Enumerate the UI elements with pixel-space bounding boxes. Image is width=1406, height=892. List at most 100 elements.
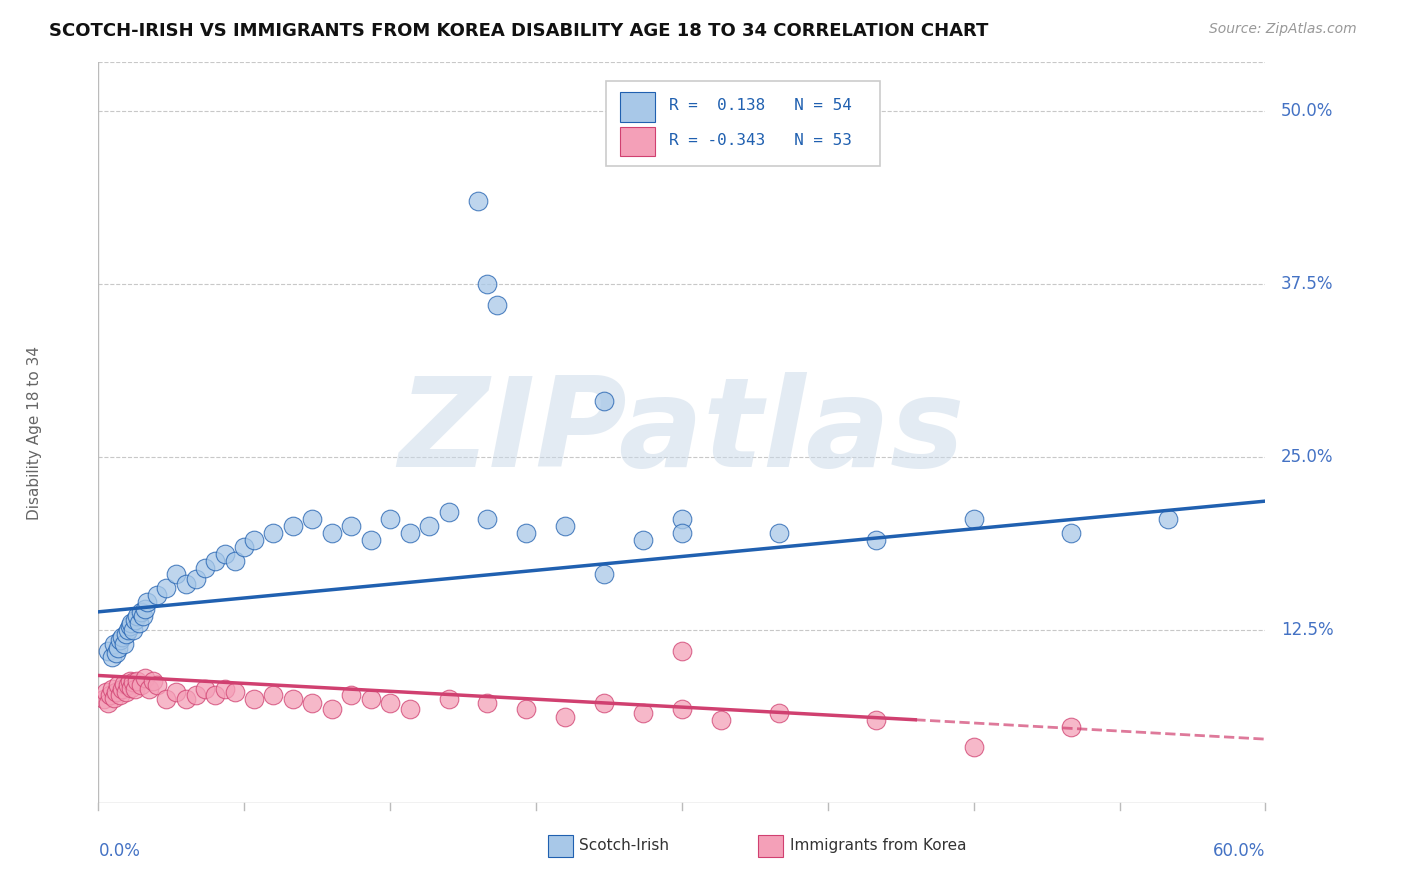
Point [129,605,152,619]
Point [281,692,304,706]
Point [360,533,382,547]
Point [214,547,236,561]
Point [768,525,790,540]
Point [108,688,131,702]
Point [710,713,733,727]
Point [224,685,246,699]
Point [103,690,125,705]
Point [398,702,420,716]
Point [194,682,217,697]
Point [593,394,616,409]
Point [122,675,145,690]
Point [129,678,152,692]
Point [671,643,693,657]
Point [204,554,226,568]
Point [117,678,139,692]
Point [134,602,156,616]
Point [107,640,129,655]
Point [515,702,537,716]
Point [1157,512,1180,526]
Point [671,512,693,526]
Point [243,533,266,547]
Point [103,637,125,651]
Text: Scotch-Irish: Scotch-Irish [579,838,669,854]
Point [467,194,489,208]
Point [1060,525,1083,540]
Point [768,706,790,720]
Text: ZIPatlas: ZIPatlas [399,372,965,493]
Point [118,618,141,632]
Text: Disability Age 18 to 34: Disability Age 18 to 34 [27,345,42,520]
Point [262,525,284,540]
Point [101,682,124,697]
Point [671,702,693,716]
Point [136,595,159,609]
Point [281,519,304,533]
Point [380,512,402,526]
Point [437,692,460,706]
Point [214,682,236,697]
Point [165,685,187,699]
Bar [758,835,783,857]
Point [104,685,127,699]
Bar [606,81,880,166]
Point [174,577,197,591]
Text: Source: ZipAtlas.com: Source: ZipAtlas.com [1209,22,1357,37]
Text: 50.0%: 50.0% [1281,102,1333,120]
Point [865,533,887,547]
Point [340,519,363,533]
Point [515,525,537,540]
Point [108,632,131,647]
Point [124,682,146,697]
Text: R = -0.343   N = 53: R = -0.343 N = 53 [669,133,852,148]
Point [112,637,135,651]
Point [194,560,217,574]
Point [146,678,169,692]
Point [114,685,136,699]
Bar [620,92,655,121]
Point [321,525,343,540]
Point [134,671,156,685]
Point [865,713,887,727]
Point [101,650,124,665]
Point [554,710,576,724]
Point [146,588,169,602]
Point [122,623,145,637]
Text: 12.5%: 12.5% [1281,621,1333,639]
Text: 37.5%: 37.5% [1281,275,1333,293]
Point [112,677,135,691]
Point [104,646,127,660]
Point [184,572,207,586]
Point [155,582,177,596]
Point [486,297,509,311]
Point [155,692,177,706]
Point [118,673,141,688]
Point [380,696,402,710]
Point [593,567,616,582]
Point [631,706,654,720]
Text: R =  0.138   N = 54: R = 0.138 N = 54 [669,98,852,113]
Point [1060,720,1083,734]
Point [233,540,256,554]
Point [96,685,118,699]
Point [262,688,284,702]
Point [418,519,440,533]
Point [111,630,134,644]
Point [165,567,187,582]
Point [97,696,120,710]
Point [360,692,382,706]
Text: Immigrants from Korea: Immigrants from Korea [790,838,967,854]
Point [117,623,139,637]
Text: 25.0%: 25.0% [1281,448,1333,466]
Point [127,609,149,624]
Point [114,627,136,641]
Point [554,519,576,533]
Point [128,615,150,630]
Point [477,277,499,291]
Point [477,696,499,710]
Point [321,702,343,716]
Point [301,512,323,526]
Point [184,688,207,702]
Point [93,692,115,706]
Bar [548,835,574,857]
